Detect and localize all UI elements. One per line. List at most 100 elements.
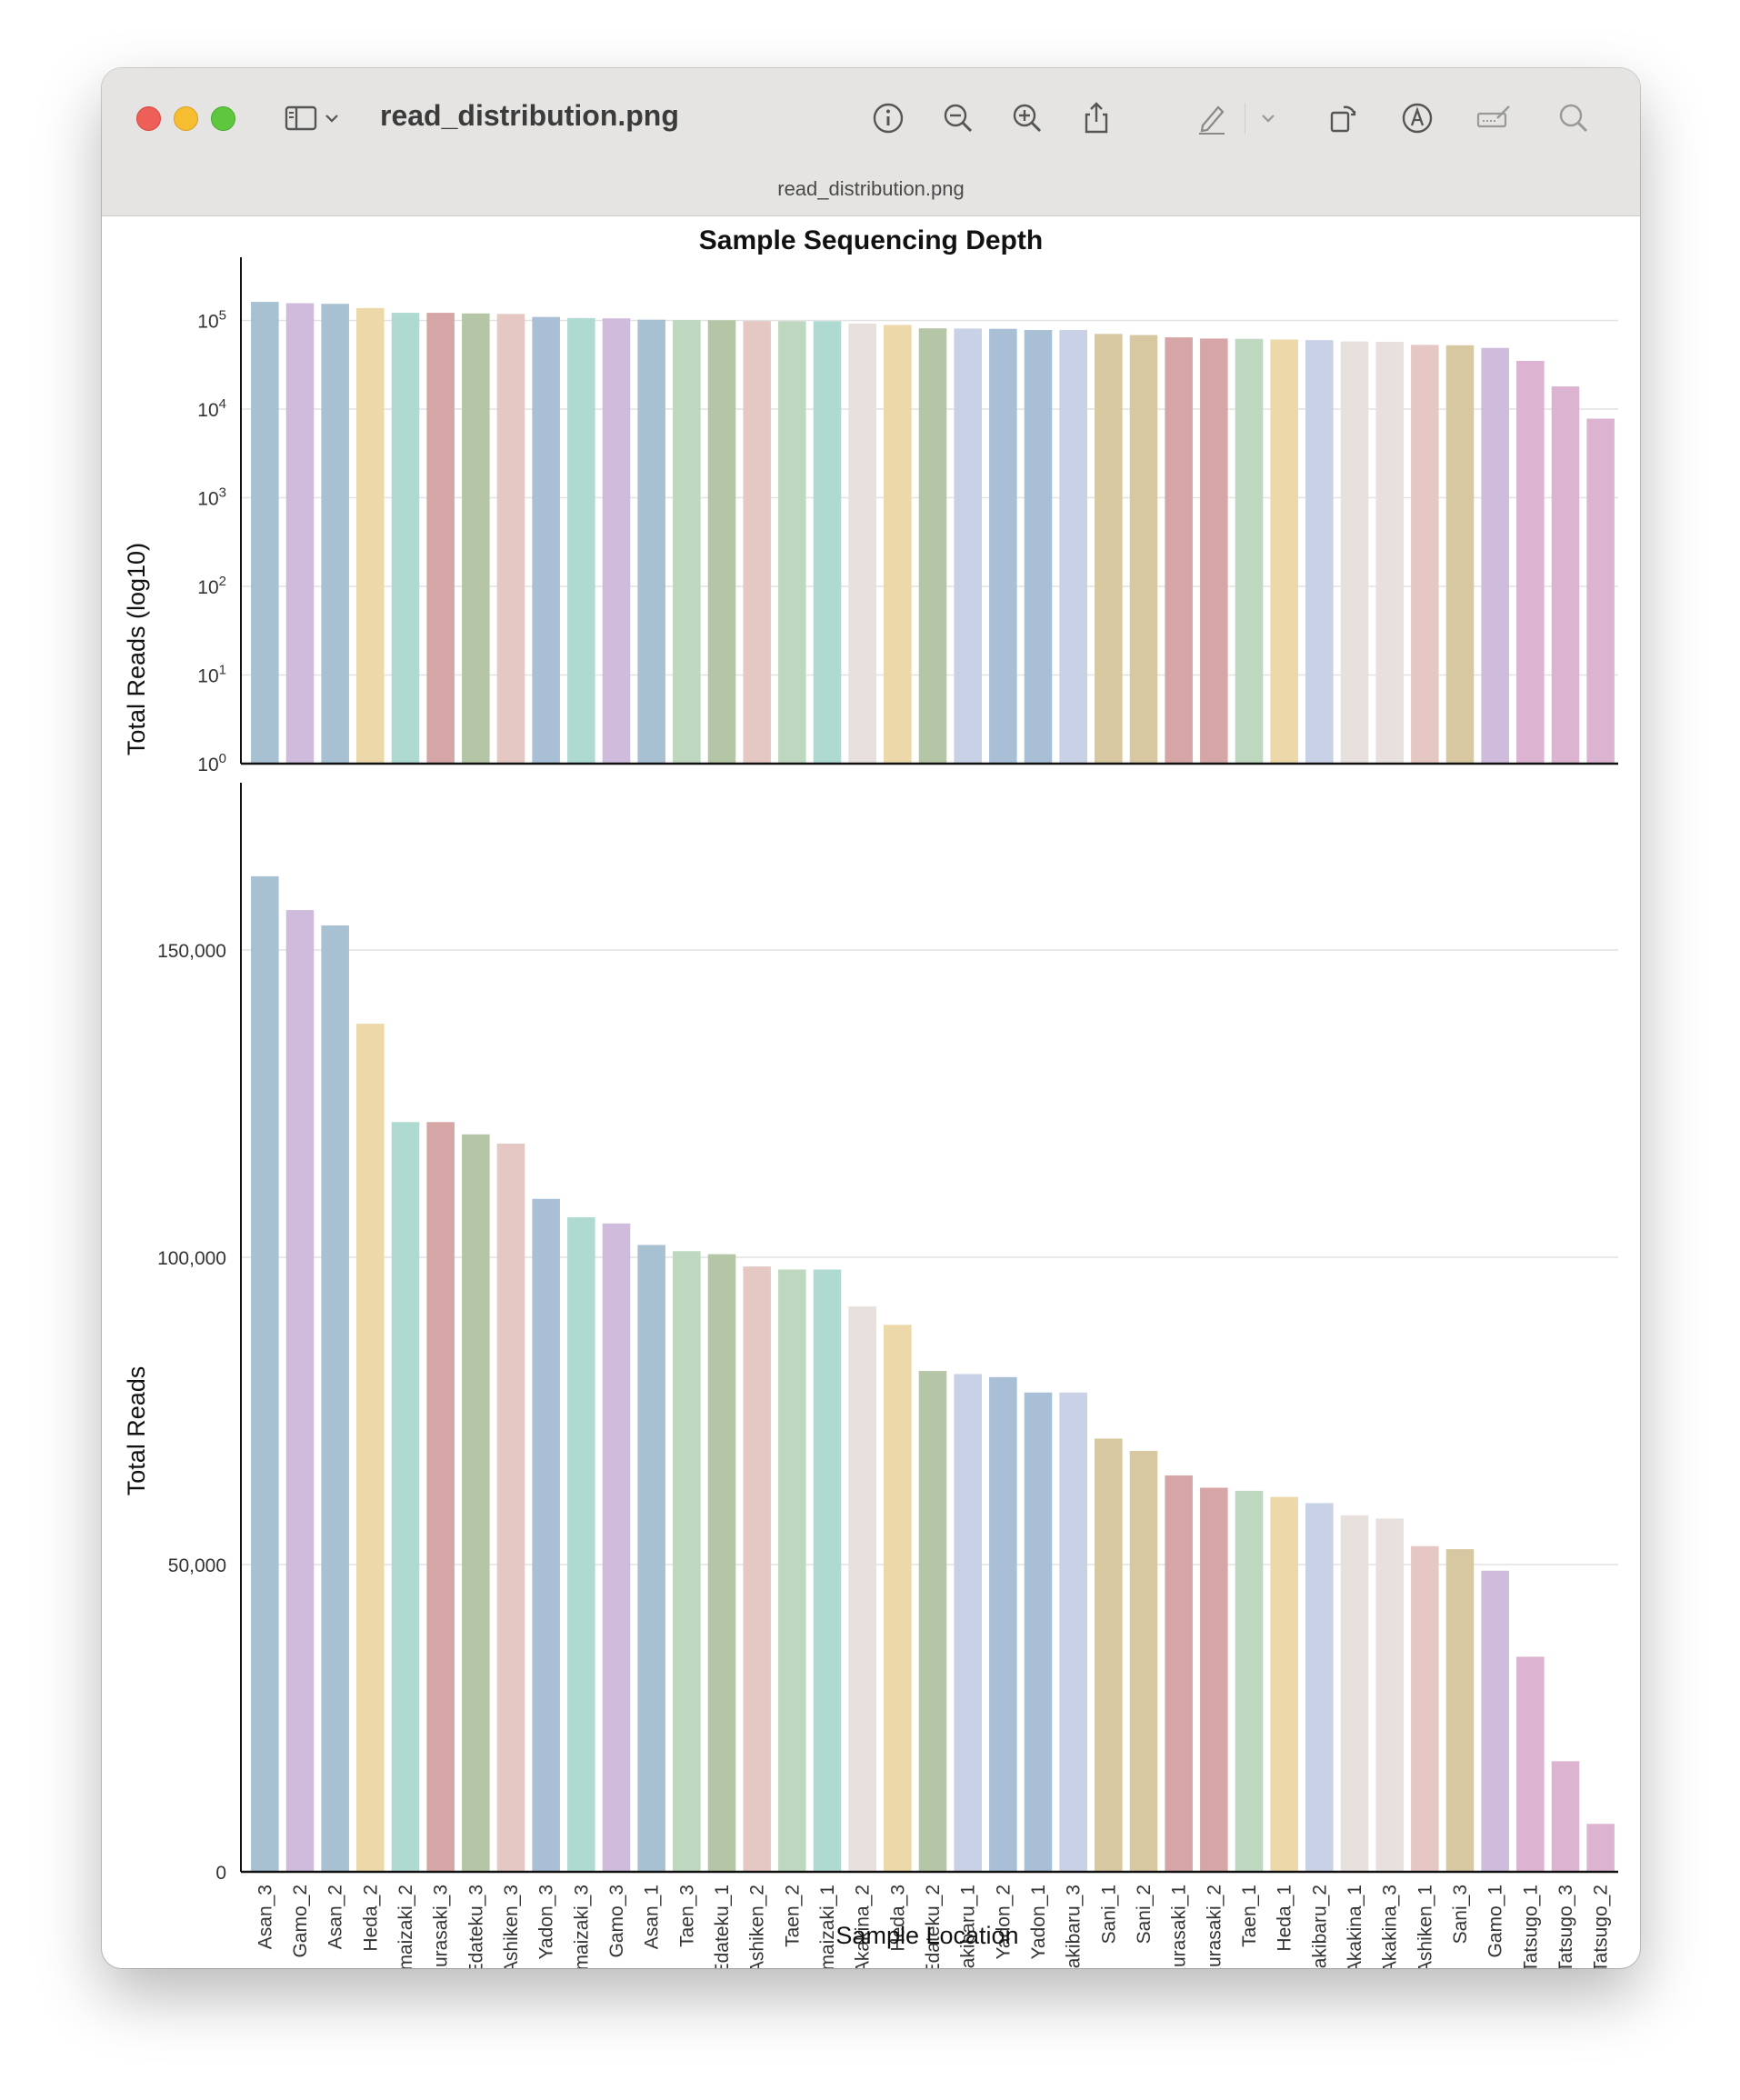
x-axis-tick-labels: Asan_3 Gamo_2 Asan_2 Heda_2 Imaizaki_2 Kurasa… [255,1885,1611,1968]
bar-edateku_3 [462,1134,490,1872]
chevron-down-icon[interactable] [318,97,345,139]
log-bar-tatsugo_1 [1516,360,1545,764]
markup-icon[interactable] [1396,97,1438,139]
log-bar-yadon_2 [989,328,1017,764]
log-bar-akakina_1 [1340,341,1369,764]
x-tick-label: Kurasaki_1 [1169,1885,1190,1968]
x-tick-label: Imaizaki_1 [817,1885,838,1968]
log-bar-edateku_1 [707,320,736,764]
x-tick-label: Yadon_3 [536,1885,557,1960]
bar-yadon_1 [1024,1392,1053,1872]
log-bar-gamo_3 [602,318,631,764]
bar-edateku_2 [918,1371,947,1872]
log-bar-imaizaki_2 [391,313,420,764]
search-icon[interactable] [1553,97,1595,139]
log-bar-imaizaki_1 [813,321,842,764]
log-bar-ashiken_2 [743,321,771,764]
bar-sani_2 [1129,1450,1158,1872]
bar-tatsugo_1 [1516,1656,1545,1872]
minimize-button[interactable] [174,106,198,131]
x-tick-label: Sani_1 [1098,1885,1119,1944]
log-bar-kurasaki_3 [426,313,455,764]
x-tick-label: Ashiken_2 [747,1885,768,1968]
log-bar-kurasaki_2 [1200,338,1228,764]
x-tick-label: Gamo_1 [1485,1885,1506,1958]
x-tick-label: Sani_2 [1134,1885,1155,1944]
log-bar-asan_2 [321,304,349,764]
bar-heda_1 [1270,1496,1298,1872]
log-bar-gamo_1 [1481,347,1509,764]
log-bar-ashiken_3 [496,314,525,764]
bar-sakibaru_1 [954,1374,982,1872]
zoom-in-icon[interactable] [1006,97,1048,139]
linear-y-tick-label: 150,000 [157,941,226,962]
x-tick-label: Sakibaru_1 [958,1885,979,1968]
bar-asan_3 [251,875,279,1872]
bar-kurasaki_2 [1200,1487,1228,1872]
bar-heda_2 [356,1024,385,1872]
bar-taen_3 [673,1251,701,1872]
title-bar: read_distribution.png [102,68,1640,216]
bar-asan_2 [321,925,349,1873]
bar-sani_1 [1095,1438,1123,1872]
x-axis-label: Sample Location [835,1922,1018,1949]
log-y-axis-label: Total Reads (log10) [123,543,150,755]
rotate-icon[interactable] [1323,97,1365,139]
log-bar-edateku_3 [462,313,490,764]
x-tick-label: Akakina_3 [1380,1885,1401,1968]
log-bar-sani_3 [1445,345,1475,764]
x-tick-label: Kurasaki_3 [431,1885,452,1968]
log-bar-asan_3 [251,302,279,764]
document-subtitle: read_distribution.png [777,177,965,200]
bar-gamo_1 [1481,1570,1509,1872]
log-bar-heda_2 [356,307,385,764]
bar-ashiken_2 [743,1266,771,1872]
x-tick-label: Asan_2 [325,1885,346,1949]
log-bar-taen_3 [673,320,701,764]
bar-sani_3 [1445,1549,1475,1872]
log-bar-sakibaru_3 [1059,330,1087,764]
log-bar-sakibaru_1 [954,328,982,764]
log-bar-sakibaru_2 [1305,340,1334,764]
zoom-out-icon[interactable] [937,97,979,139]
linear-y-tick-label: 50,000 [168,1555,226,1576]
x-tick-label: Edateku_2 [923,1885,944,1968]
x-tick-label: Heda_3 [887,1885,908,1952]
bar-sakibaru_2 [1305,1503,1334,1872]
bar-gamo_3 [602,1223,631,1872]
close-button[interactable] [136,106,161,131]
log-y-tick-label: 105 [197,308,226,333]
linear-y-tick-label: 0 [215,1863,226,1884]
x-tick-label: Asan_3 [255,1885,275,1949]
x-tick-label: Akakina_2 [853,1885,874,1968]
share-icon[interactable] [1075,97,1117,139]
log-bar-yadon_1 [1024,330,1053,764]
x-tick-label: Kurasaki_2 [1204,1885,1225,1968]
info-icon[interactable] [867,97,909,139]
preview-window: read_distribution.png [102,68,1640,1968]
bar-taen_2 [778,1269,806,1872]
log-bar-sani_2 [1129,335,1158,764]
x-tick-label: Tatsugo_3 [1555,1885,1576,1968]
linear-chart-axis [240,783,1618,1874]
x-tick-label: Sani_3 [1450,1885,1471,1944]
bar-asan_1 [637,1245,665,1872]
signature-icon[interactable] [1473,97,1515,139]
log-bar-ashiken_1 [1411,345,1439,764]
chevron-down-icon[interactable] [1255,97,1282,139]
x-tick-label: Akakina_1 [1345,1885,1365,1968]
x-tick-label: Imaizaki_2 [395,1885,416,1968]
log-y-tick-label: 101 [197,663,226,687]
x-tick-label: Taen_2 [782,1885,803,1947]
log-bar-edateku_2 [918,328,947,764]
bar-sakibaru_3 [1059,1392,1087,1872]
zoom-button[interactable] [211,106,235,131]
bar-gamo_2 [285,910,315,1872]
log-bar-imaizaki_3 [567,317,595,764]
bar-imaizaki_2 [391,1122,420,1872]
bar-kurasaki_3 [426,1122,455,1872]
highlight-pen-icon[interactable] [1191,97,1233,139]
image-canvas: Sample Sequencing Depth 100 101 102 103 104 1… [102,216,1640,1968]
sidebar-icon[interactable] [280,97,322,139]
bar-kurasaki_1 [1165,1475,1193,1872]
